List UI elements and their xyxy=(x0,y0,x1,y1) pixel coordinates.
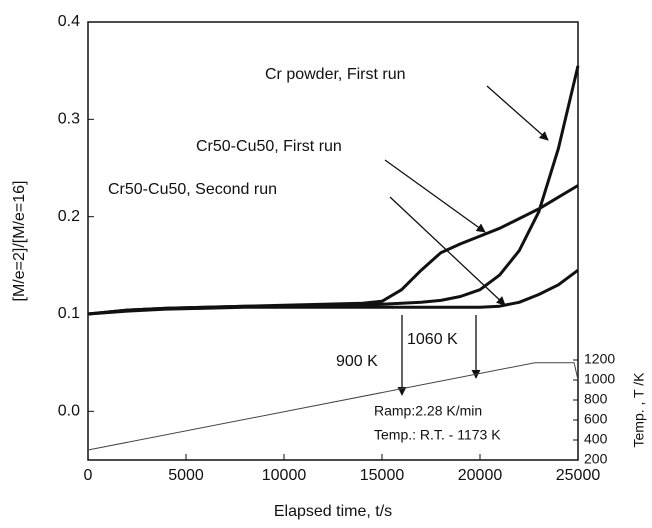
series-label: Cr50-Cu50, First run xyxy=(196,138,342,155)
x-tick-label: 15000 xyxy=(360,467,405,484)
y2-tick-label: 800 xyxy=(584,391,608,407)
y2-tick-label: 200 xyxy=(584,451,608,467)
data-line xyxy=(87,268,579,316)
x-tick-label: 20000 xyxy=(458,467,503,484)
plot-frame xyxy=(87,21,579,461)
y-tick-label: 0.4 xyxy=(58,13,80,30)
y-tick-label: 0.2 xyxy=(58,208,80,225)
annotation: 900 K xyxy=(336,353,378,370)
series-label: Cr powder, First run xyxy=(265,66,405,83)
y-axis-label: [M/e=2]/[M/e=16] xyxy=(11,181,28,302)
arrow xyxy=(384,159,486,233)
y2-tick-label: 600 xyxy=(584,411,608,427)
annotation: Ramp:2.28 K/min xyxy=(374,403,482,419)
x-tick-label: 25000 xyxy=(556,467,601,484)
y2-tick-label: 1200 xyxy=(584,351,615,367)
x-tick-label: 0 xyxy=(84,467,93,484)
x-tick-label: 10000 xyxy=(262,467,307,484)
arrow xyxy=(486,85,549,141)
x-tick-label: 5000 xyxy=(168,467,204,484)
y2-tick-label: 1000 xyxy=(584,371,615,387)
y-tick-label: 0.3 xyxy=(58,111,80,128)
temperature-line xyxy=(87,362,579,451)
data-line xyxy=(87,184,579,316)
annotation: 1060 K xyxy=(407,331,458,348)
y-tick-label: 0.1 xyxy=(58,305,80,322)
y2-axis-label: Temp. , T /K xyxy=(631,372,647,448)
y-tick-label: 0.0 xyxy=(58,403,80,420)
series-label: Cr50-Cu50, Second run xyxy=(108,181,277,198)
y2-tick-label: 400 xyxy=(584,431,608,447)
annotation: Temp.: R.T. - 1173 K xyxy=(374,427,501,443)
x-axis-label: Elapsed time, t/s xyxy=(274,503,392,520)
